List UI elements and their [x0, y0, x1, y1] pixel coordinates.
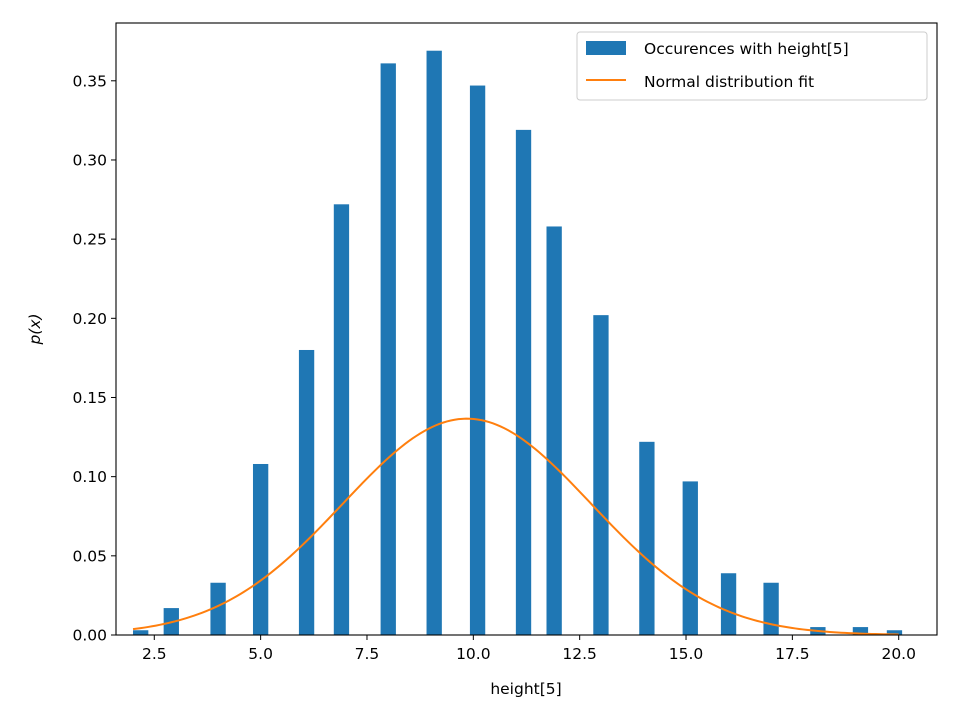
- x-tick-label: 15.0: [669, 645, 704, 663]
- y-tick-label: 0.35: [72, 72, 107, 90]
- x-axis-ticks: 2.5 5.0 7.5 10.0 12.5 15.0 17.5 20.0: [142, 635, 916, 663]
- y-tick-label: 0.10: [72, 468, 107, 486]
- y-axis-ticks: 0.00 0.05 0.10 0.15 0.20 0.25 0.30 0.35: [72, 72, 116, 645]
- normal-fit-line: [132, 417, 899, 636]
- y-tick-label: 0.05: [72, 547, 107, 565]
- y-tick-label: 0.30: [72, 151, 107, 169]
- bar: [852, 627, 869, 635]
- legend-bar-label: Occurences with height[5]: [644, 40, 849, 58]
- bar: [763, 582, 779, 635]
- bar: [252, 463, 269, 635]
- y-tick-label: 0.20: [72, 310, 107, 328]
- x-tick-label: 7.5: [355, 645, 380, 663]
- bar: [593, 315, 609, 635]
- bar: [639, 441, 655, 635]
- bar: [515, 129, 532, 636]
- y-tick-label: 0.15: [72, 389, 107, 407]
- bar: [298, 349, 315, 635]
- x-axis-label: height[5]: [490, 680, 561, 698]
- x-tick-label: 5.0: [248, 645, 273, 663]
- bar: [210, 582, 226, 635]
- y-axis-label: p(x): [26, 313, 44, 345]
- y-axis-label-p: p(x): [26, 313, 44, 345]
- line-layer: [132, 417, 899, 636]
- x-tick-label: 17.5: [775, 645, 810, 663]
- bar: [380, 63, 396, 636]
- x-tick-label: 12.5: [562, 645, 597, 663]
- bar: [682, 481, 698, 635]
- legend-line-label: Normal distribution fit: [644, 73, 814, 91]
- bar: [886, 630, 903, 635]
- plot-frame: [115, 22, 938, 636]
- x-tick-label: 2.5: [142, 645, 167, 663]
- bar: [333, 204, 350, 635]
- legend-bar-swatch: [586, 41, 626, 55]
- bar: [546, 226, 562, 636]
- legend-box: [576, 31, 928, 101]
- bar: [426, 50, 442, 636]
- axes-layer: [115, 22, 938, 636]
- y-tick-label: 0.25: [72, 231, 107, 249]
- x-tick-label: 10.0: [456, 645, 491, 663]
- bar: [469, 85, 486, 636]
- x-tick-label: 20.0: [881, 645, 916, 663]
- svg-text:p(x): p(x): [26, 313, 44, 345]
- bar: [133, 630, 149, 635]
- legend: Occurences with height[5] Normal distrib…: [576, 31, 928, 101]
- y-tick-label: 0.00: [72, 627, 107, 645]
- bars-layer: [133, 50, 903, 636]
- bar: [720, 573, 737, 635]
